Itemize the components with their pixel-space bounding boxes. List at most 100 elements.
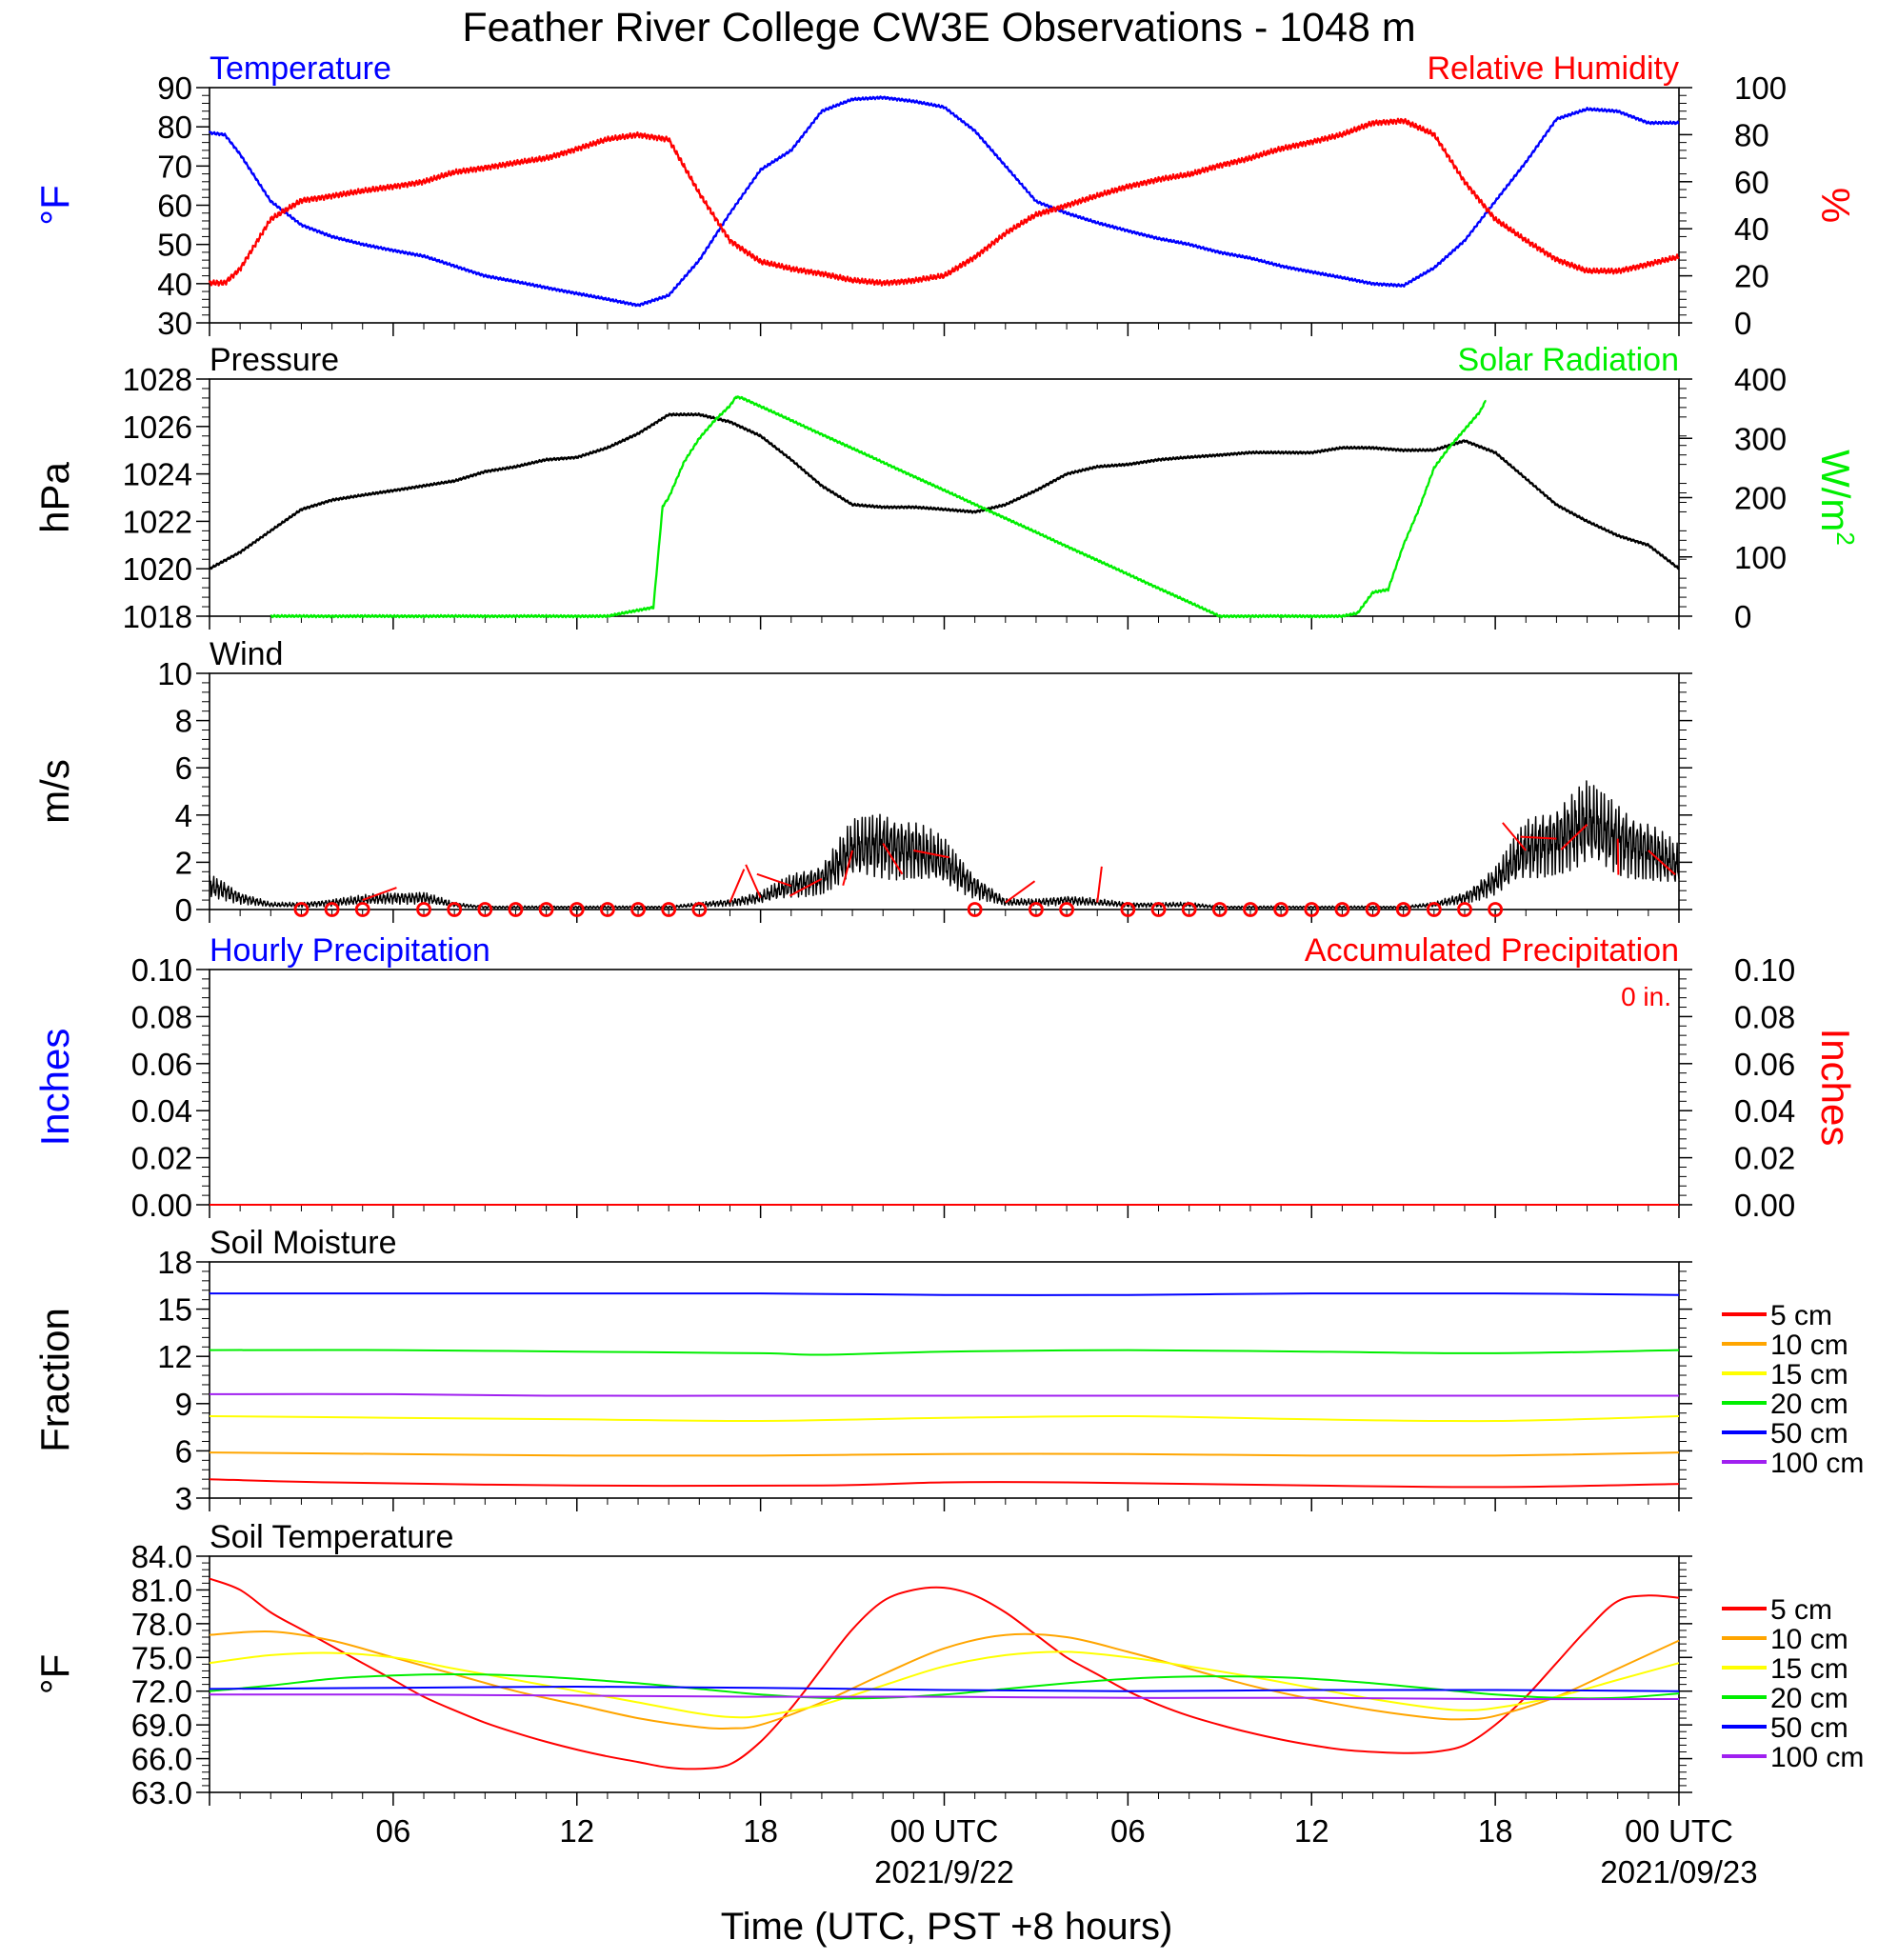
series-line	[209, 1414, 1680, 1423]
y-axis-title-right: %	[1813, 188, 1858, 223]
wind-barb	[756, 872, 792, 888]
y-axis-title-right-superscript: 2	[1831, 531, 1860, 545]
calm-wind-circle	[1243, 902, 1258, 917]
series-line	[209, 780, 1680, 910]
legend-item: 15 cm	[1722, 1653, 1848, 1685]
calm-wind-circle	[1304, 902, 1320, 917]
y-tick-label-left: 6	[175, 1433, 192, 1469]
panel-temperature-humidity: 30 40 50 60 70 80 90 0 20 40 60 80 100 Temperature Rel…	[32, 50, 1858, 341]
series-line	[209, 1577, 1680, 1770]
series-5-cm	[209, 1577, 1680, 1770]
series-solar-radiation	[270, 395, 1487, 619]
series-relative-humidity	[208, 117, 1680, 287]
calm-wind-circle	[1211, 902, 1228, 917]
calm-wind-circle	[599, 902, 615, 917]
y-tick-label-left: 1024	[123, 457, 192, 492]
legend-label: 15 cm	[1770, 1653, 1848, 1685]
y-tick-label-left: 40	[157, 267, 192, 302]
calm-wind-circle	[1150, 902, 1167, 917]
panel-title-right: Accumulated Precipitation	[1305, 932, 1679, 969]
calm-wind-circle	[293, 902, 310, 917]
wind-barb	[1005, 880, 1036, 904]
calm-wind-circle	[1395, 902, 1411, 917]
y-tick-label-right: 60	[1734, 165, 1769, 200]
y-tick-label-right: 0.10	[1734, 952, 1795, 988]
panel-title-right: Solar Radiation	[1458, 342, 1679, 378]
y-tick-label-left: 0.02	[131, 1141, 192, 1176]
calm-wind-circle	[1488, 902, 1504, 917]
series-15-cm	[209, 1650, 1680, 1719]
wind-barb	[1520, 835, 1557, 840]
legend-item: 5 cm	[1722, 1300, 1832, 1331]
y-tick-label-right: 80	[1734, 117, 1769, 152]
wind-barb	[745, 864, 762, 899]
y-tick-label-left: 1020	[123, 551, 192, 587]
legend-label: 100 cm	[1770, 1742, 1864, 1773]
y-tick-label-left: 69.0	[131, 1708, 192, 1743]
y-tick-label-left: 78.0	[131, 1607, 192, 1642]
panel-title-left: Hourly Precipitation	[210, 932, 490, 969]
series-line	[210, 1291, 1680, 1296]
x-tick-label: 06	[376, 1813, 411, 1849]
calm-wind-circle	[1426, 902, 1442, 917]
series-5-cm	[209, 1478, 1680, 1489]
y-tick-label-right: 0.08	[1734, 999, 1795, 1034]
calm-wind-circle	[569, 902, 585, 917]
calm-wind-circle	[508, 902, 524, 917]
x-tick-label: 12	[559, 1813, 594, 1849]
panel-title-right: Relative Humidity	[1427, 50, 1679, 87]
series-temperature	[209, 95, 1680, 308]
y-tick-label-left: 6	[175, 750, 192, 786]
calm-wind-circle	[447, 902, 463, 917]
calm-wind-circle	[477, 902, 493, 917]
panel-title-left: Soil Moisture	[210, 1225, 397, 1261]
calm-wind-circle	[1365, 902, 1381, 917]
x-tick-label: 12	[1294, 1813, 1329, 1849]
plot-frame	[209, 378, 1680, 617]
y-tick-label-left: 0.06	[131, 1047, 192, 1082]
calm-wind-circle	[1334, 902, 1350, 917]
y-tick-label-right: 0.06	[1734, 1047, 1795, 1082]
legend-label: 10 cm	[1770, 1624, 1848, 1655]
y-tick-label-left: 0.00	[131, 1188, 192, 1223]
y-axis-title-left: hPa	[32, 461, 77, 532]
calm-wind-circle	[1120, 902, 1136, 917]
series-line	[209, 1478, 1680, 1489]
calm-wind-circle	[630, 902, 646, 917]
legend-label: 20 cm	[1770, 1389, 1848, 1420]
panel-soil-temperature: 63.066.069.072.075.078.081.084.0 Soil Tem…	[32, 1519, 1864, 1810]
x-tick-label: 18	[1478, 1813, 1513, 1849]
legend-item: 50 cm	[1722, 1418, 1848, 1450]
calm-wind-circle	[661, 902, 677, 917]
calm-wind-circle	[416, 902, 431, 917]
legend-label: 5 cm	[1770, 1300, 1832, 1331]
legend-label: 50 cm	[1770, 1418, 1848, 1450]
legend-label: 100 cm	[1770, 1448, 1864, 1479]
panel-wind: 0 2 4 6 8 10 Wind m/s	[32, 636, 1692, 928]
y-tick-label-left: 0.10	[131, 952, 192, 988]
wind-barb	[913, 850, 949, 859]
y-axis-title-left: Inches	[32, 1029, 77, 1147]
y-tick-label-left: 4	[175, 798, 192, 833]
legend-label: 10 cm	[1770, 1330, 1848, 1361]
legend-item: 20 cm	[1722, 1683, 1848, 1714]
legend-item: 100 cm	[1722, 1742, 1864, 1773]
y-tick-label-left: 9	[175, 1387, 192, 1422]
y-tick-label-right: 100	[1734, 70, 1787, 106]
y-tick-label-right: 400	[1734, 362, 1787, 397]
series-50-cm	[210, 1291, 1680, 1296]
y-tick-label-right: 100	[1734, 540, 1787, 575]
series-20-cm	[209, 1673, 1680, 1700]
calm-wind-circle	[354, 902, 370, 917]
y-axis-title-left: °F	[32, 1654, 77, 1694]
panel-title-left: Soil Temperature	[210, 1519, 453, 1555]
y-tick-label-left: 3	[175, 1481, 192, 1516]
y-tick-label-left: 2	[175, 845, 192, 880]
legend-label: 15 cm	[1770, 1359, 1848, 1390]
y-tick-label-left: 63.0	[131, 1775, 192, 1810]
accumulated-total-label: 0 in.	[1621, 982, 1671, 1011]
calm-wind-circle	[1029, 902, 1044, 917]
calm-wind-circle	[1059, 902, 1074, 917]
y-tick-label-right: 300	[1734, 421, 1787, 456]
